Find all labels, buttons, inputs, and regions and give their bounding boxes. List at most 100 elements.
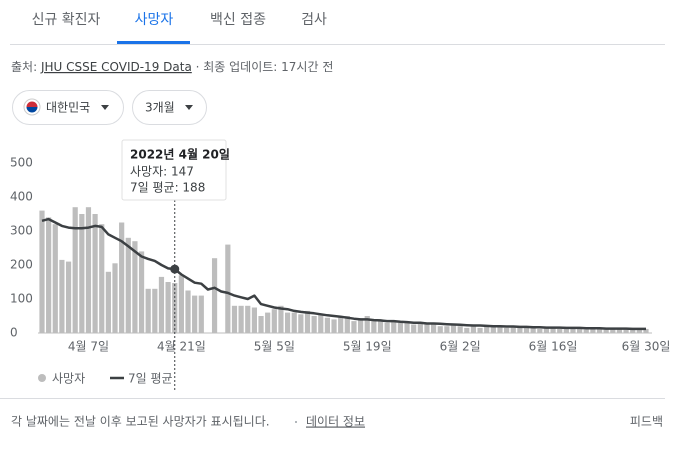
bar: [245, 305, 251, 333]
tab-active[interactable]: 사망자: [135, 12, 174, 28]
bar: [178, 275, 184, 333]
x-tick-label: 4월 7일: [68, 340, 109, 354]
bar: [284, 312, 291, 333]
legend-label: 7일 평균: [128, 372, 173, 386]
bar: [225, 244, 231, 333]
tooltip-line: 7일 평균: 188: [130, 181, 205, 195]
bar: [324, 317, 331, 333]
bar: [92, 214, 98, 333]
bar: [557, 328, 563, 333]
caret: [101, 105, 109, 110]
bar: [504, 327, 510, 333]
tab-underline: [117, 41, 190, 44]
bar: [630, 328, 636, 333]
y-tick-label: 200: [10, 258, 33, 272]
bar: [596, 328, 603, 333]
bar: [357, 319, 364, 333]
bar: [437, 326, 443, 333]
bar: [530, 327, 536, 333]
bar: [198, 295, 204, 333]
bar: [470, 324, 477, 333]
source-link[interactable]: JHU CSSE COVID-19 Data: [40, 60, 192, 74]
bar: [397, 322, 404, 333]
bar: [616, 328, 623, 333]
x-tick-label: 4월 21일: [157, 340, 206, 354]
separator: [295, 421, 297, 423]
bar: [351, 321, 357, 333]
bar: [517, 327, 523, 333]
x-tick-label: 6월 2일: [440, 340, 481, 354]
y-tick-label: 400: [10, 190, 33, 204]
period-label: 3개월: [145, 101, 175, 115]
bar: [79, 214, 85, 333]
tooltip: [121, 139, 227, 201]
period-dropdown[interactable]: [132, 90, 207, 125]
tooltip-line: 사망자: 147: [130, 165, 194, 179]
bar: [583, 329, 589, 333]
bar: [59, 259, 65, 333]
region-dropdown[interactable]: [12, 90, 124, 125]
bar: [52, 224, 58, 333]
bar: [563, 327, 569, 333]
bar: [590, 327, 596, 333]
bar: [603, 329, 609, 333]
bar: [231, 305, 238, 333]
bar: [304, 310, 311, 333]
footer-link[interactable]: 데이터 정보: [306, 415, 365, 429]
bar: [417, 322, 423, 333]
bar: [72, 207, 78, 333]
bar: [112, 263, 118, 333]
bar: [85, 207, 92, 333]
bar: [497, 326, 503, 333]
bar: [490, 326, 496, 333]
bar: [431, 322, 437, 333]
x-tick-label: 5월 5일: [254, 340, 295, 354]
bar: [411, 324, 417, 333]
bar: [577, 328, 583, 333]
legend-swatch: [38, 374, 46, 382]
bar: [543, 326, 550, 333]
bar: [484, 326, 490, 333]
tab[interactable]: 백신 접종: [210, 12, 266, 28]
flag-red: [26, 101, 38, 107]
bar: [477, 327, 483, 333]
bar: [404, 322, 410, 333]
bar: [643, 328, 649, 333]
bar: [331, 319, 337, 333]
tab[interactable]: 신규 확진자: [32, 12, 101, 28]
footer-note: 각 날짜에는 전날 이후 보고된 사망자가 표시됩니다.: [11, 415, 270, 429]
bar: [636, 329, 642, 333]
bar: [105, 271, 111, 333]
x-tick-label: 5월 19일: [343, 340, 392, 354]
tab[interactable]: 검사: [301, 12, 327, 28]
bar: [39, 210, 45, 333]
bar: [371, 321, 377, 333]
bar: [119, 222, 125, 333]
bar: [510, 326, 516, 333]
average-line: [41, 217, 646, 331]
bar: [132, 241, 138, 333]
y-tick-label: 0: [10, 326, 18, 340]
bar: [192, 295, 198, 333]
bar: [537, 328, 543, 333]
bar: [377, 319, 384, 333]
bar: [610, 327, 616, 333]
bar: [344, 316, 350, 333]
bar: [238, 305, 244, 333]
region-label: 대한민국: [46, 101, 90, 115]
bar: [523, 326, 530, 333]
feedback[interactable]: 피드백: [630, 415, 663, 429]
bar: [424, 324, 430, 333]
tooltip-date: 2022년 4월 20일: [130, 147, 230, 162]
y-tick-label: 300: [10, 224, 33, 238]
legend-label: 사망자: [52, 372, 85, 386]
bar: [364, 316, 370, 333]
caret: [185, 105, 193, 110]
source-suffix: · 최종 업데이트: 17시간 전: [192, 60, 334, 74]
bar: [145, 288, 151, 333]
bar: [165, 282, 171, 333]
bar: [623, 329, 629, 333]
y-tick-label: 100: [10, 292, 33, 306]
plot: 0 100 200 300 400 500 4월 7일 4월 21일 5월 5일 5월 19일 6월…: [10, 139, 670, 390]
